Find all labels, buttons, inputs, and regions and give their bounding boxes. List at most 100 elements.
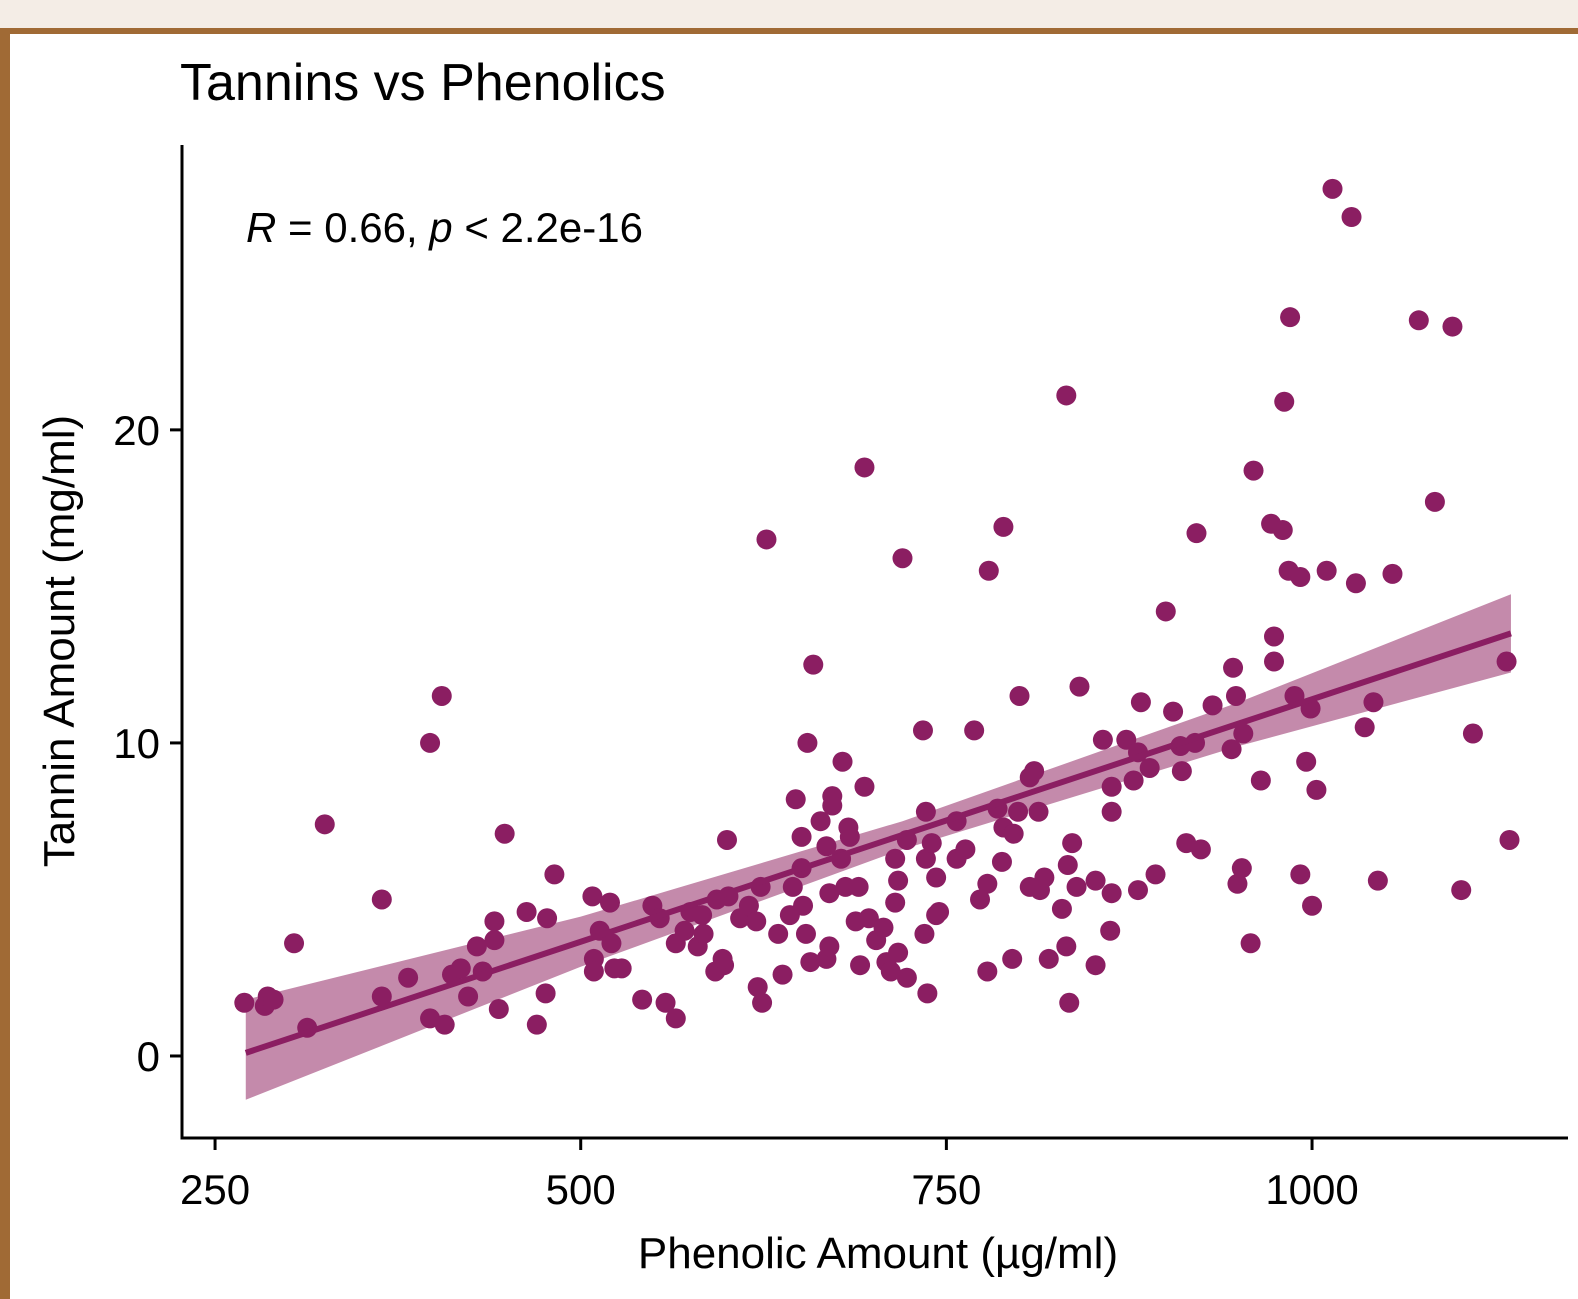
point [1264,651,1285,672]
point [970,889,991,910]
point [535,983,556,1004]
top-band [0,0,1578,28]
point [858,908,879,929]
point [398,967,419,988]
annotation-part: < 2.2e-16 [453,204,643,251]
point [693,923,714,944]
point [1424,491,1445,512]
point [1190,839,1211,860]
point [819,936,840,957]
point [1003,823,1024,844]
point [494,823,515,844]
point [822,795,843,816]
point [747,977,768,998]
point [839,826,860,847]
point [1002,948,1023,969]
point [450,958,471,979]
point [978,560,999,581]
point [1264,626,1285,647]
point [993,516,1014,537]
point [1171,761,1192,782]
point [1101,801,1122,822]
point [926,867,947,888]
annotation: R = 0.66, p < 2.2e-16 [246,204,643,251]
point [1240,933,1261,954]
point [1092,729,1113,750]
point [458,986,479,1007]
point [803,654,824,675]
point [484,911,505,932]
point [1202,695,1223,716]
point [888,870,909,891]
point [800,952,821,973]
point [284,933,305,954]
point [234,992,255,1013]
point [1145,864,1166,885]
point [810,811,831,832]
point [915,848,936,869]
point [434,1014,455,1035]
chart-title: Tannins vs Phenolics [180,54,666,112]
regression-line [244,630,1512,1056]
point [1100,920,1121,941]
point [955,839,976,860]
point [1221,739,1242,760]
confidence-band [245,594,1511,1100]
point [1302,895,1323,916]
point [1496,651,1517,672]
point [1223,657,1244,678]
point [888,942,909,963]
point [1233,723,1254,744]
point [915,801,936,822]
point [746,911,767,932]
point [1354,717,1375,738]
point [601,933,622,954]
point [1155,601,1176,622]
point [1225,685,1246,706]
point [854,457,875,478]
point [632,989,653,1010]
point [1101,776,1122,797]
point [1101,883,1122,904]
point [1038,948,1059,969]
point [1116,729,1137,750]
point [537,908,558,929]
annotation-part: R [246,204,276,251]
annotation-part: = 0.66, [276,204,429,251]
point [1274,391,1295,412]
point [873,917,894,938]
point [314,814,335,835]
point [885,892,906,913]
point [1059,992,1080,1013]
point [782,876,803,897]
point [1056,936,1077,957]
point [929,901,950,922]
point [797,732,818,753]
point [1123,770,1144,791]
point [488,999,509,1020]
point [1322,178,1343,199]
point [912,720,933,741]
point [1243,460,1264,481]
point [1306,779,1327,800]
point [772,964,793,985]
point [716,829,737,850]
point [1250,770,1271,791]
point [516,901,537,922]
point [712,948,733,969]
point [1009,685,1030,706]
point [793,895,814,916]
point [1272,520,1293,541]
point [991,851,1012,872]
point [1382,563,1403,584]
point [850,955,871,976]
point [819,883,840,904]
point [854,776,875,797]
point [1296,751,1317,772]
point [785,789,806,810]
point [885,848,906,869]
point [921,833,942,854]
x-tick-label: 1000 [1265,1166,1358,1213]
point [1051,898,1072,919]
